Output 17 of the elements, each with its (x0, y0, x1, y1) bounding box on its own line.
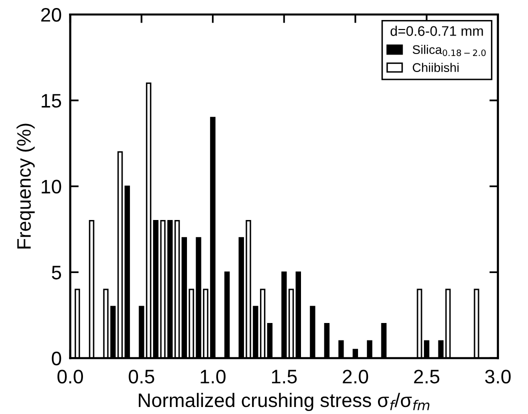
legend-title: d=0.6-0.71 mm (390, 26, 483, 36)
y-tick-label: 0 (52, 352, 62, 366)
y-tick-label: 5 (52, 266, 62, 280)
legend-label: Chiibishi (412, 62, 459, 72)
x-tick-label: 3.0 (485, 370, 511, 384)
x-axis-title: Normalized crushing stress σ$_{f}$/σ$_{fm}$ (138, 392, 430, 412)
y-tick-label: 20 (41, 8, 62, 22)
legend-label: Silica$_{0.18−2.0}$ (412, 44, 486, 56)
x-tick-label: 1.5 (272, 370, 297, 384)
y-tick-label: 15 (42, 94, 62, 108)
x-tick-label: 2.5 (414, 370, 440, 384)
x-tick-label: 0.5 (128, 370, 154, 384)
y-axis-title: Frequency (%) (16, 124, 35, 248)
x-tick-label: 1.0 (200, 370, 226, 384)
y-tick-label: 10 (42, 180, 62, 194)
x-tick-label: 0.0 (57, 370, 83, 384)
x-tick-label: 2.0 (342, 370, 368, 384)
